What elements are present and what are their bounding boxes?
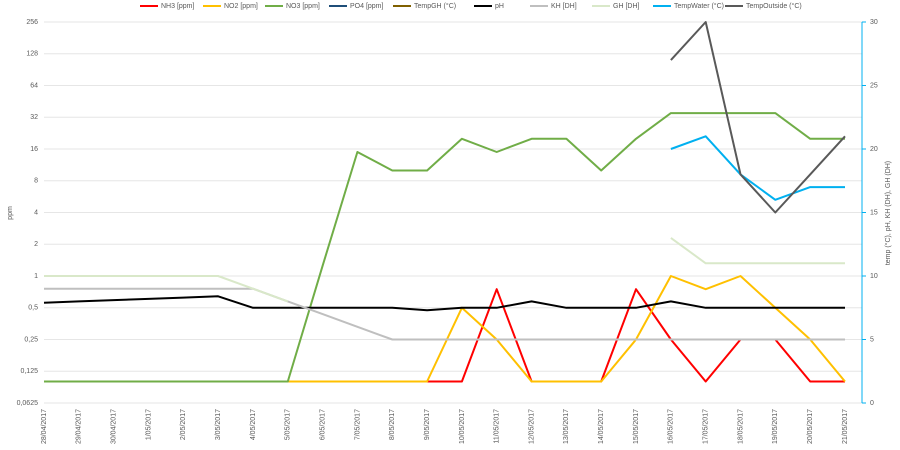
x-tick-label: 10/05/2017 xyxy=(459,409,466,444)
series-line xyxy=(43,295,845,312)
x-tick-label: 8/05/2017 xyxy=(389,409,396,440)
x-tick-label: 18/05/2017 xyxy=(737,409,744,444)
y2-tick-label: 15 xyxy=(870,209,878,216)
legend-label: TempGH (°C) xyxy=(414,2,456,10)
legend-label: NO2 [ppm] xyxy=(224,3,258,10)
y-tick-label: 8 xyxy=(34,178,38,185)
y2-axis-label: temp (°C), pH, KH (DH), GH (DH) xyxy=(884,161,892,265)
x-tick-label: 29/04/2017 xyxy=(76,409,83,444)
y-tick-label: 0,25 xyxy=(24,336,38,343)
legend-label: NO3 [ppm] xyxy=(286,3,320,10)
y2-tick-label: 20 xyxy=(870,146,878,153)
x-tick-label: 16/05/2017 xyxy=(668,409,675,444)
y-tick-label: 0,5 xyxy=(28,305,38,312)
x-tick-label: 5/05/2017 xyxy=(285,409,292,440)
x-tick-label: 4/05/2017 xyxy=(250,409,257,440)
y-tick-label: 256 xyxy=(26,19,38,26)
y-tick-label: 128 xyxy=(26,51,38,58)
y2-tick-label: 5 xyxy=(870,336,874,343)
x-tick-label: 21/05/2017 xyxy=(842,409,849,444)
y-tick-label: 16 xyxy=(30,146,38,153)
series-line xyxy=(670,135,845,201)
x-tick-label: 3/05/2017 xyxy=(215,409,222,440)
x-tick-label: 7/05/2017 xyxy=(354,409,361,440)
legend-label: TempWater (°C) xyxy=(674,2,724,10)
series-line xyxy=(44,275,289,303)
legend-label: NH3 [ppm] xyxy=(161,3,195,10)
series-line xyxy=(670,21,846,214)
x-tick-label: 20/05/2017 xyxy=(807,409,814,444)
y-tick-label: 32 xyxy=(30,114,38,121)
legend-label: KH [DH] xyxy=(551,3,577,10)
x-tick-label: 1/05/2017 xyxy=(145,409,152,440)
series-line xyxy=(670,237,845,265)
x-tick-label: 30/04/2017 xyxy=(110,409,117,444)
x-tick-label: 9/05/2017 xyxy=(424,409,431,440)
legend-label: TempOutside (°C) xyxy=(746,2,802,10)
series-line xyxy=(427,288,845,383)
x-tick-label: 14/05/2017 xyxy=(598,409,605,444)
y2-tick-label: 30 xyxy=(870,19,878,26)
y-tick-label: 64 xyxy=(30,82,38,89)
x-tick-label: 17/05/2017 xyxy=(703,409,710,444)
y2-tick-label: 10 xyxy=(870,273,878,280)
y2-tick-label: 0 xyxy=(870,400,874,407)
x-tick-label: 15/05/2017 xyxy=(633,409,640,444)
x-tick-label: 11/05/2017 xyxy=(494,409,501,444)
x-tick-label: 6/05/2017 xyxy=(319,409,326,440)
series-line xyxy=(287,275,846,383)
series-line xyxy=(44,287,845,341)
x-tick-label: 28/04/2017 xyxy=(41,409,48,444)
y-tick-label: 4 xyxy=(34,209,38,216)
y2-tick-label: 25 xyxy=(870,82,878,89)
x-tick-label: 12/05/2017 xyxy=(528,409,535,444)
y-tick-label: 0,0625 xyxy=(17,400,39,407)
legend-label: PO4 [ppm] xyxy=(350,3,384,10)
series-line xyxy=(44,112,845,383)
y-tick-label: 2 xyxy=(34,241,38,248)
x-tick-label: 2/05/2017 xyxy=(180,409,187,440)
x-tick-label: 19/05/2017 xyxy=(772,409,779,444)
x-tick-label: 13/05/2017 xyxy=(563,409,570,444)
y-tick-label: 0,125 xyxy=(20,368,38,375)
legend-label: pH xyxy=(495,3,504,10)
legend-label: GH [DH] xyxy=(613,3,640,10)
y-axis-label: ppm xyxy=(7,206,14,220)
y-tick-label: 1 xyxy=(34,273,38,280)
